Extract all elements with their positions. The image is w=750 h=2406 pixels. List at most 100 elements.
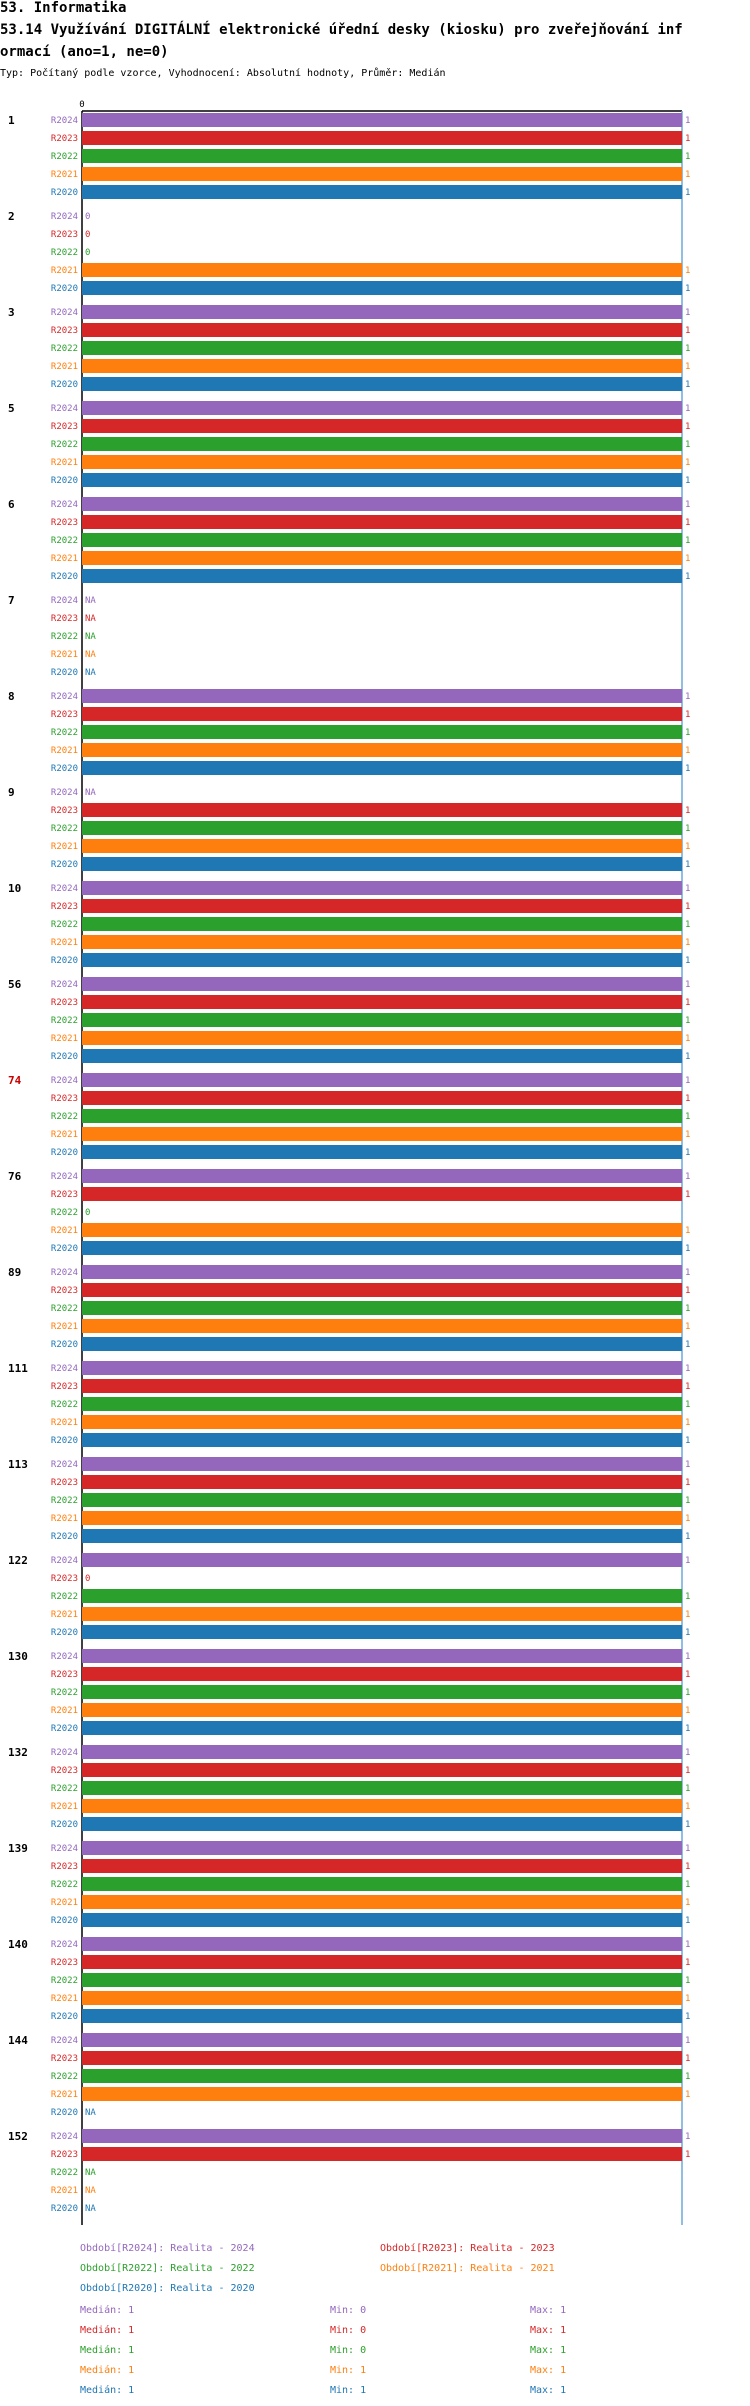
series-label: R2023 xyxy=(51,998,78,1008)
legend-median: Medián: 1 xyxy=(80,2325,135,2336)
legend-max: Max: 1 xyxy=(530,2365,567,2376)
data-label: 1 xyxy=(685,1976,690,1986)
data-label: 1 xyxy=(685,1532,690,1542)
series-label: R2021 xyxy=(51,2090,78,2100)
group-label: 3 xyxy=(8,306,15,319)
data-label: 1 xyxy=(685,284,690,294)
data-label: NA xyxy=(85,2168,96,2178)
bar xyxy=(82,1127,682,1141)
group-label: 89 xyxy=(8,1266,21,1279)
bar xyxy=(82,1553,682,1567)
bar xyxy=(82,725,682,739)
series-label: R2020 xyxy=(51,2204,78,2214)
series-label: R2023 xyxy=(51,422,78,432)
legend-period: Období[R2020]: Realita - 2020 xyxy=(80,2283,255,2294)
bar xyxy=(82,935,682,949)
series-label: R2020 xyxy=(51,668,78,678)
legend-max: Max: 1 xyxy=(530,2345,567,2356)
series-label: R2022 xyxy=(51,728,78,738)
series-label: R2021 xyxy=(51,1706,78,1716)
bar xyxy=(82,761,682,775)
data-label: 1 xyxy=(685,1610,690,1620)
bar xyxy=(82,1763,682,1777)
bar xyxy=(82,2129,682,2143)
bar xyxy=(82,1745,682,1759)
data-label: 1 xyxy=(685,1898,690,1908)
legend-min: Min: 0 xyxy=(330,2345,367,2356)
series-label: R2020 xyxy=(51,1532,78,1542)
group-label: 8 xyxy=(8,690,15,703)
data-label: NA xyxy=(85,668,96,678)
data-label: 1 xyxy=(685,422,690,432)
data-label: 1 xyxy=(685,1916,690,1926)
bar xyxy=(82,359,682,373)
data-label: 1 xyxy=(685,1190,690,1200)
data-label: 1 xyxy=(685,1286,690,1296)
data-label: 1 xyxy=(685,998,690,1008)
data-label: 1 xyxy=(685,956,690,966)
group-label: 139 xyxy=(8,1842,28,1855)
data-label: 1 xyxy=(685,1496,690,1506)
data-label: 1 xyxy=(685,536,690,546)
series-label: R2023 xyxy=(51,710,78,720)
data-label: 1 xyxy=(685,1514,690,1524)
group-label: 2 xyxy=(8,210,15,223)
data-label: 1 xyxy=(685,1148,690,1158)
bar xyxy=(82,1457,682,1471)
data-label: 1 xyxy=(685,938,690,948)
group-label: 7 xyxy=(8,594,15,607)
data-label: 1 xyxy=(685,1724,690,1734)
data-label: 1 xyxy=(685,1862,690,1872)
series-label: R2021 xyxy=(51,746,78,756)
series-label: R2020 xyxy=(51,1916,78,1926)
bar xyxy=(82,803,682,817)
series-label: R2024 xyxy=(51,1076,78,1086)
series-label: R2023 xyxy=(51,1478,78,1488)
bar xyxy=(82,1415,682,1429)
series-label: R2020 xyxy=(51,1244,78,1254)
data-label: 1 xyxy=(685,134,690,144)
series-label: R2022 xyxy=(51,632,78,642)
bar xyxy=(82,1841,682,1855)
series-label: R2023 xyxy=(51,518,78,528)
series-label: R2024 xyxy=(51,116,78,126)
bar xyxy=(82,2069,682,2083)
series-label: R2021 xyxy=(51,1418,78,1428)
series-label: R2022 xyxy=(51,1304,78,1314)
bar xyxy=(82,1685,682,1699)
series-label: R2023 xyxy=(51,2150,78,2160)
series-label: R2021 xyxy=(51,266,78,276)
series-label: R2021 xyxy=(51,1898,78,1908)
series-label: R2024 xyxy=(51,1364,78,1374)
bar xyxy=(82,131,682,145)
data-label: 1 xyxy=(685,326,690,336)
data-label: 1 xyxy=(685,1304,690,1314)
bar xyxy=(82,1667,682,1681)
data-label: 1 xyxy=(685,1766,690,1776)
data-label: 1 xyxy=(685,440,690,450)
group-label: 1 xyxy=(8,114,15,127)
data-label: 1 xyxy=(685,1994,690,2004)
bar xyxy=(82,1223,682,1237)
series-label: R2022 xyxy=(51,2168,78,2178)
series-label: R2024 xyxy=(51,1460,78,1470)
data-label: 1 xyxy=(685,2072,690,2082)
bar xyxy=(82,1895,682,1909)
group-label: 5 xyxy=(8,402,15,415)
bar xyxy=(82,689,682,703)
bar xyxy=(82,1169,682,1183)
bar xyxy=(82,1649,682,1663)
series-label: R2024 xyxy=(51,308,78,318)
data-label: 1 xyxy=(685,170,690,180)
bar xyxy=(82,1013,682,1027)
bar xyxy=(82,497,682,511)
data-label: 1 xyxy=(685,1016,690,1026)
series-label: R2023 xyxy=(51,1094,78,1104)
bar xyxy=(82,881,682,895)
bar xyxy=(82,149,682,163)
series-label: R2020 xyxy=(51,476,78,486)
data-label: 1 xyxy=(685,152,690,162)
series-label: R2020 xyxy=(51,1340,78,1350)
legend-min: Min: 1 xyxy=(330,2385,367,2396)
